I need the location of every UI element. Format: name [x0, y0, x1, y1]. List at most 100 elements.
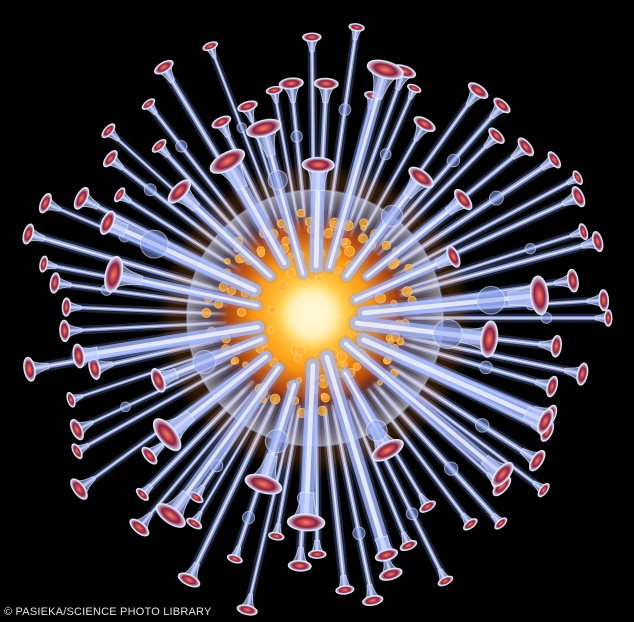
spike-tip — [519, 447, 546, 472]
spike-tip — [226, 545, 243, 564]
spike-tip — [489, 97, 511, 120]
genome-bead — [344, 245, 355, 257]
spike-tip — [362, 583, 384, 607]
spike-tip — [369, 423, 404, 462]
spike-tip — [244, 453, 283, 495]
spike-tip — [418, 492, 436, 513]
spike — [69, 318, 267, 369]
spike-tip — [460, 512, 478, 531]
genome-bead — [358, 233, 368, 244]
genome-bead — [317, 405, 328, 416]
genome-bead — [401, 286, 413, 297]
spike — [150, 331, 270, 393]
spike — [155, 360, 287, 528]
spike — [245, 118, 310, 281]
spike-tip — [66, 391, 84, 408]
spike-tip — [335, 574, 355, 595]
spike-tip — [129, 511, 154, 537]
spike-tip — [366, 59, 404, 100]
genome-bead — [319, 379, 329, 389]
spike-tip — [102, 150, 125, 171]
spike-tip — [437, 568, 454, 587]
spike-tip — [569, 223, 589, 241]
spike — [337, 335, 514, 488]
spike — [348, 245, 461, 308]
genome-bead — [334, 266, 342, 275]
spike-tip — [202, 41, 219, 59]
spike-tip — [267, 523, 285, 541]
genome-bead — [377, 379, 383, 386]
genome-bead — [236, 307, 247, 317]
genome-bead — [323, 228, 334, 239]
genome-bead — [321, 393, 330, 403]
spike-tip — [61, 297, 82, 317]
spike-tip — [307, 539, 327, 559]
photo-credit: © PASIEKA/SCIENCE PHOTO LIBRARY — [4, 606, 212, 618]
spike-tip — [399, 531, 418, 552]
spike-tip — [39, 255, 58, 273]
genome-bead — [387, 338, 394, 345]
spike-tip — [99, 210, 130, 238]
spike-tip — [152, 410, 196, 452]
spike-tip — [561, 186, 586, 208]
spike-tip — [490, 512, 508, 530]
spike-tip — [480, 454, 514, 488]
genome-bead — [316, 275, 323, 282]
spike-tip — [286, 491, 326, 532]
spike-tip — [209, 148, 248, 192]
spike-tip — [38, 192, 62, 214]
spike-tip — [177, 561, 201, 588]
spike-tip — [565, 170, 583, 186]
spike-tip — [88, 356, 114, 380]
spike-tip — [534, 375, 559, 398]
core-highlight — [284, 287, 340, 343]
spike-tip — [402, 166, 435, 200]
spike-tip — [236, 593, 258, 616]
genome-bead — [296, 208, 306, 218]
genome-bead — [341, 361, 348, 368]
spike-tip — [465, 82, 489, 108]
spike-tip — [554, 268, 579, 293]
spike — [354, 330, 555, 435]
spike-tip — [444, 188, 473, 216]
genome-bead — [352, 362, 361, 371]
spike-tip — [104, 255, 144, 293]
spike-tip — [73, 186, 100, 210]
genome-bead — [359, 218, 369, 228]
spike — [317, 348, 399, 565]
spike-tip — [278, 77, 304, 104]
spike-tip — [302, 32, 322, 53]
genome-bead — [224, 258, 231, 265]
genome-bead — [257, 249, 266, 257]
spike — [322, 59, 404, 275]
spike-tip — [71, 442, 90, 460]
genome-bead — [295, 345, 306, 356]
genome-bead — [231, 356, 240, 365]
spike-tip — [211, 115, 232, 139]
spike — [209, 148, 293, 272]
spike — [354, 275, 549, 323]
spike-tip — [586, 289, 610, 312]
spike-tip — [59, 319, 83, 343]
genome-bead — [293, 354, 302, 363]
spikes-front-layer — [69, 59, 555, 565]
genome-bead — [313, 353, 320, 360]
spike-tip — [539, 151, 562, 171]
genome-bead — [267, 326, 275, 334]
spike-tip — [507, 275, 549, 316]
spike-tip — [153, 59, 176, 84]
spike-tip — [49, 272, 72, 294]
spike — [152, 348, 275, 452]
genome-bead — [286, 267, 296, 278]
genome-bead — [201, 307, 212, 318]
spike-tip — [265, 85, 283, 104]
spike-tip — [287, 546, 312, 572]
spike-tip — [135, 483, 154, 501]
spike — [244, 377, 303, 495]
spike-tip — [563, 362, 589, 386]
spike-tip — [113, 187, 133, 204]
genome-bead — [287, 252, 294, 260]
spike — [98, 210, 264, 300]
spike-tip — [406, 83, 422, 101]
